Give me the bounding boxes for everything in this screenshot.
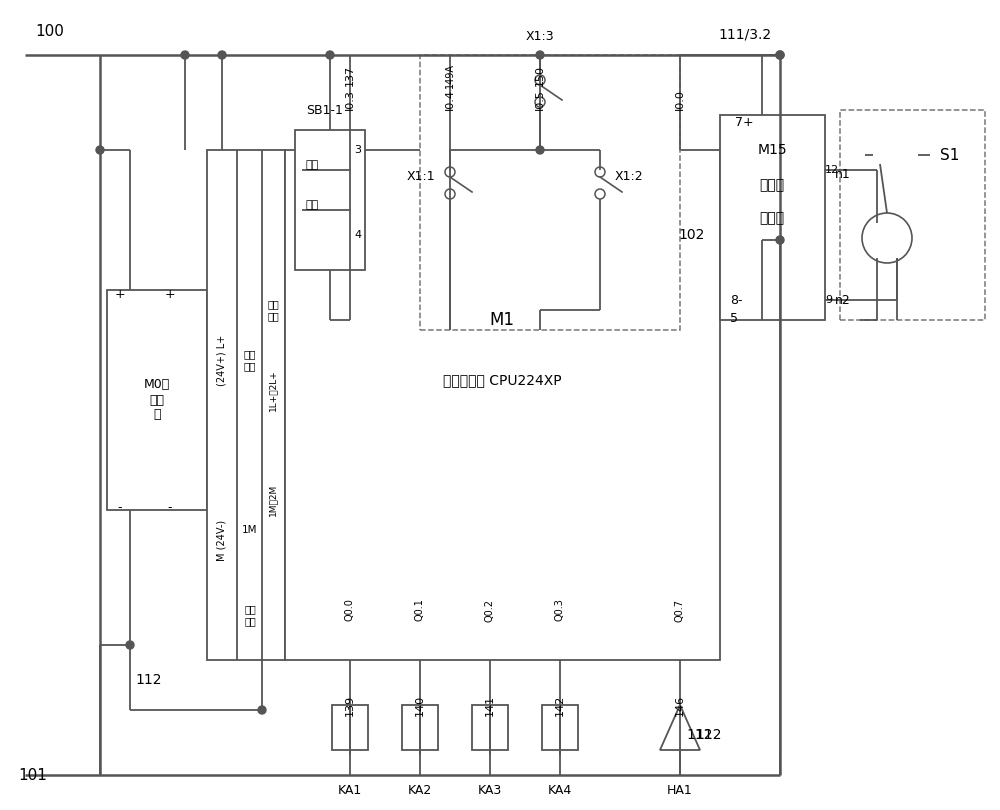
Bar [285,150,720,660]
Text: M15: M15 [757,143,787,157]
Text: Q0.7: Q0.7 [675,599,685,621]
Text: 8-: 8- [730,293,742,306]
Text: +: + [115,288,125,301]
Circle shape [326,51,334,59]
Text: 149A: 149A [445,62,455,87]
Circle shape [258,706,266,714]
Text: Q0.2: Q0.2 [485,599,495,621]
Text: SB1-1: SB1-1 [307,104,343,117]
Text: 中央处理器 CPU224XP: 中央处理器 CPU224XP [443,373,561,387]
Text: M0电
源模
块: M0电 源模 块 [144,378,170,421]
Bar [207,150,285,660]
Bar [402,705,438,750]
Bar [295,130,365,270]
Text: I0.5: I0.5 [535,90,545,110]
Text: KA4: KA4 [548,783,572,796]
Text: X1:2: X1:2 [615,169,644,182]
Text: (24V+) L+: (24V+) L+ [217,335,227,386]
Circle shape [218,51,226,59]
Text: 转速处: 转速处 [759,178,785,192]
Text: X1:3: X1:3 [526,31,554,44]
Text: I0.4: I0.4 [445,89,455,110]
Text: KA2: KA2 [408,783,432,796]
Circle shape [96,146,104,154]
Text: 手动: 手动 [305,200,319,210]
Text: Q0.1: Q0.1 [415,599,425,621]
Text: 139: 139 [345,694,355,715]
Text: I0.0: I0.0 [675,90,685,110]
Text: I0.3: I0.3 [345,90,355,110]
Text: Q0.0: Q0.0 [345,599,355,621]
Circle shape [126,641,134,649]
Circle shape [536,51,544,59]
Circle shape [776,51,784,59]
Text: 100: 100 [35,24,64,40]
Text: 理模块: 理模块 [759,211,785,225]
Text: 应急: 应急 [305,160,319,170]
Bar [107,290,207,510]
Text: 111/3.2: 111/3.2 [718,28,772,42]
Text: +: + [165,288,175,301]
Text: 1L+、2L+: 1L+、2L+ [268,369,278,411]
Text: 4: 4 [354,230,362,240]
Text: 150: 150 [535,65,545,86]
Text: 1M、2M: 1M、2M [268,484,278,516]
Text: KA1: KA1 [338,783,362,796]
Text: M (24V-): M (24V-) [217,519,227,561]
Text: 112: 112 [135,673,162,687]
Text: 输入
端口: 输入 端口 [267,299,279,321]
Text: 142: 142 [555,694,565,715]
Text: S1: S1 [940,147,960,163]
Text: 137: 137 [345,65,355,86]
Text: 101: 101 [18,768,47,782]
Text: 112: 112 [695,728,722,742]
Circle shape [776,236,784,244]
Bar [332,705,368,750]
Polygon shape [660,705,700,750]
Text: n1: n1 [835,168,851,181]
Text: 7+: 7+ [735,116,754,129]
Text: -: - [168,501,172,514]
Text: 9: 9 [825,295,832,305]
Bar [542,705,578,750]
Text: KA3: KA3 [478,783,502,796]
Text: 112: 112 [687,728,713,742]
Text: Q0.3: Q0.3 [555,599,565,621]
Circle shape [776,51,784,59]
Text: 141: 141 [485,694,495,715]
Bar [472,705,508,750]
Bar [720,115,825,320]
Text: X1:1: X1:1 [406,169,435,182]
Text: HA1: HA1 [667,783,693,796]
Bar [420,55,680,330]
Text: 1M: 1M [242,525,258,535]
Text: 输出
端口: 输出 端口 [244,604,256,626]
Text: M1: M1 [490,311,514,329]
Text: 146: 146 [675,694,685,715]
Text: 5: 5 [730,312,738,325]
Bar [840,110,985,320]
Circle shape [536,146,544,154]
Text: -: - [118,501,122,514]
Text: 12: 12 [825,165,839,175]
Text: 工作
电源: 工作 电源 [244,349,256,371]
Circle shape [181,51,189,59]
Text: n2: n2 [835,293,851,306]
Text: 140: 140 [415,694,425,715]
Text: 102: 102 [679,228,705,242]
Text: 3: 3 [354,145,362,155]
